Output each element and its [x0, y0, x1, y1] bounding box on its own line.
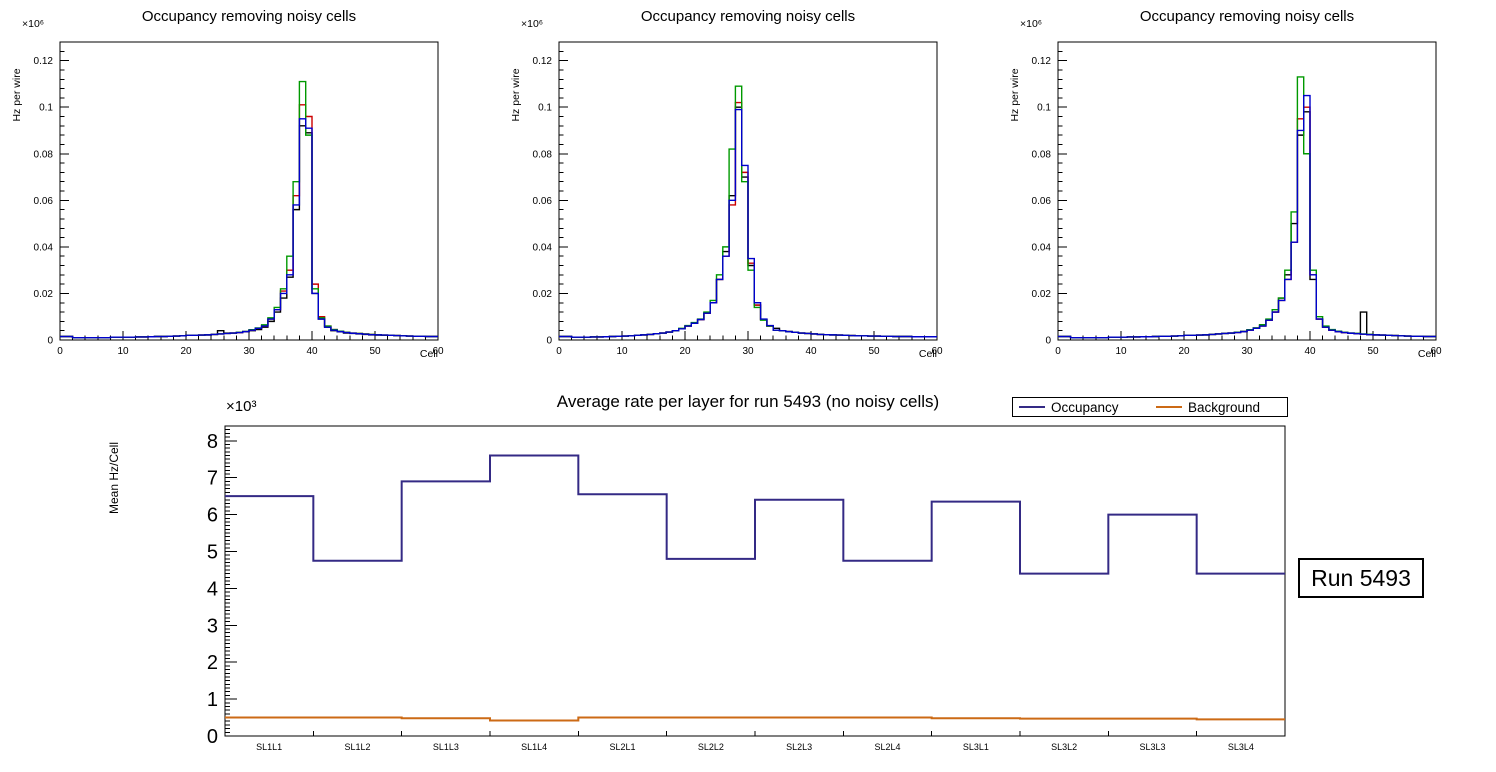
svg-text:20: 20	[1178, 346, 1190, 357]
y-axis-exponent: ×10³	[226, 398, 257, 415]
svg-text:40: 40	[1304, 346, 1316, 357]
x-axis-title: Cell	[1417, 348, 1436, 360]
run-label-text: Run 5493	[1311, 564, 1411, 591]
svg-text:0.02: 0.02	[533, 289, 553, 300]
pad-occupancy-3: 0 0.02 0.04 0.06 0.08 0.1 0.12 0 10 20 30 40 50 60 Oc…	[998, 0, 1496, 386]
svg-text:0: 0	[1055, 346, 1061, 357]
svg-text:SL2L4: SL2L4	[874, 742, 900, 752]
svg-text:0.12: 0.12	[1032, 56, 1052, 67]
svg-text:0: 0	[556, 346, 562, 357]
svg-text:SL3L2: SL3L2	[1051, 742, 1077, 752]
svg-text:SL2L2: SL2L2	[698, 742, 724, 752]
svg-text:50: 50	[868, 346, 880, 357]
svg-text:60: 60	[1430, 346, 1442, 357]
run-label-box: Run 5493	[1298, 558, 1424, 598]
svg-text:SL1L4: SL1L4	[521, 742, 547, 752]
svg-text:0.12: 0.12	[533, 56, 553, 67]
legend-entry-occupancy: Occupancy	[1013, 400, 1150, 415]
occupancy-histogram-3: 0 0.02 0.04 0.06 0.08 0.1 0.12 0 10 20 30 40 50 60	[1032, 41, 1442, 357]
svg-text:SL1L1: SL1L1	[256, 742, 282, 752]
svg-text:0.06: 0.06	[533, 196, 553, 207]
legend-label-occupancy: Occupancy	[1051, 399, 1119, 415]
svg-text:40: 40	[306, 346, 318, 357]
y-axis-title: Hz per wire	[510, 68, 522, 122]
svg-text:60: 60	[432, 346, 444, 357]
svg-text:10: 10	[117, 346, 129, 357]
y-axis-title: Mean Hz/Cell	[107, 441, 121, 515]
svg-text:0.04: 0.04	[1032, 242, 1052, 253]
pad-occupancy-2: 0 0.02 0.04 0.06 0.08 0.1 0.12 0 10 20 30 40 50 60 Oc…	[499, 0, 997, 386]
y-axis-title: Hz per wire	[1009, 68, 1021, 122]
svg-text:0.02: 0.02	[1032, 289, 1052, 300]
pad-occupancy-1: 0 0.02 0.04 0.06 0.08 0.1 0.12 0 10 20 30 40 50 60 Oc…	[0, 0, 498, 386]
average-rate-chart: 0 1 2 3 4 5 6 7 8 SL1L1 SL1L2 SL1L3 SL1L4 SL2L1 SL2L2 S…	[207, 425, 1286, 752]
svg-text:0.06: 0.06	[34, 196, 54, 207]
y-axis-exponent: ×10⁶	[1020, 18, 1043, 30]
svg-text:50: 50	[369, 346, 381, 357]
svg-text:0.08: 0.08	[34, 149, 54, 160]
x-axis-title: Cell	[419, 348, 438, 360]
svg-text:30: 30	[1241, 346, 1253, 357]
svg-text:20: 20	[180, 346, 192, 357]
svg-text:40: 40	[805, 346, 817, 357]
svg-text:0.08: 0.08	[533, 149, 553, 160]
occupancy-histogram-1: 0 0.02 0.04 0.06 0.08 0.1 0.12 0 10 20 30 40 50 60	[34, 41, 444, 357]
svg-text:0: 0	[1045, 336, 1051, 347]
svg-text:5: 5	[207, 541, 218, 563]
svg-text:6: 6	[207, 505, 218, 527]
svg-text:SL3L4: SL3L4	[1228, 742, 1254, 752]
svg-text:SL3L3: SL3L3	[1139, 742, 1165, 752]
svg-text:7: 7	[207, 468, 218, 490]
svg-text:SL1L2: SL1L2	[344, 742, 370, 752]
svg-text:8: 8	[207, 431, 218, 453]
svg-text:SL3L1: SL3L1	[963, 742, 989, 752]
svg-text:0.08: 0.08	[1032, 149, 1052, 160]
svg-text:0: 0	[207, 726, 218, 748]
chart-title: Occupancy removing noisy cells	[141, 8, 357, 25]
svg-text:10: 10	[616, 346, 628, 357]
chart-title: Occupancy removing noisy cells	[1139, 8, 1355, 25]
svg-text:0.02: 0.02	[34, 289, 54, 300]
legend: Occupancy Background	[1012, 397, 1288, 417]
svg-text:30: 30	[243, 346, 255, 357]
svg-text:0.12: 0.12	[34, 56, 54, 67]
svg-text:SL2L1: SL2L1	[609, 742, 635, 752]
svg-text:1: 1	[207, 689, 218, 711]
svg-text:3: 3	[207, 615, 218, 637]
svg-text:SL1L3: SL1L3	[433, 742, 459, 752]
svg-text:0.04: 0.04	[34, 242, 54, 253]
pad-average-rate: 0 1 2 3 4 5 6 7 8 SL1L1 SL1L2 SL1L3 SL1L4 SL2L1 SL2L2 S…	[0, 386, 1496, 772]
chart-title: Occupancy removing noisy cells	[640, 8, 856, 25]
svg-text:60: 60	[931, 346, 943, 357]
svg-text:0: 0	[47, 336, 53, 347]
svg-text:0: 0	[546, 336, 552, 347]
background-line-icon	[1156, 406, 1182, 408]
y-axis-exponent: ×10⁶	[521, 18, 544, 30]
svg-text:0.1: 0.1	[39, 103, 53, 114]
occupancy-histogram-2: 0 0.02 0.04 0.06 0.08 0.1 0.12 0 10 20 30 40 50 60	[533, 41, 943, 357]
svg-text:0.1: 0.1	[1037, 103, 1051, 114]
legend-entry-background: Background	[1150, 400, 1287, 415]
y-axis-title: Hz per wire	[11, 68, 23, 122]
svg-text:0.06: 0.06	[1032, 196, 1052, 207]
legend-label-background: Background	[1188, 399, 1261, 415]
occupancy-line-icon	[1019, 406, 1045, 408]
svg-text:4: 4	[207, 578, 218, 600]
svg-text:0.1: 0.1	[538, 103, 552, 114]
svg-text:50: 50	[1367, 346, 1379, 357]
x-axis-title: Cell	[918, 348, 937, 360]
y-axis-exponent: ×10⁶	[22, 18, 45, 30]
svg-text:20: 20	[679, 346, 691, 357]
svg-text:2: 2	[207, 652, 218, 674]
svg-text:10: 10	[1115, 346, 1127, 357]
svg-text:0: 0	[57, 346, 63, 357]
svg-text:30: 30	[742, 346, 754, 357]
chart-title: Average rate per layer for run 5493 (no …	[556, 392, 940, 411]
svg-text:SL2L3: SL2L3	[786, 742, 812, 752]
svg-text:0.04: 0.04	[533, 242, 553, 253]
